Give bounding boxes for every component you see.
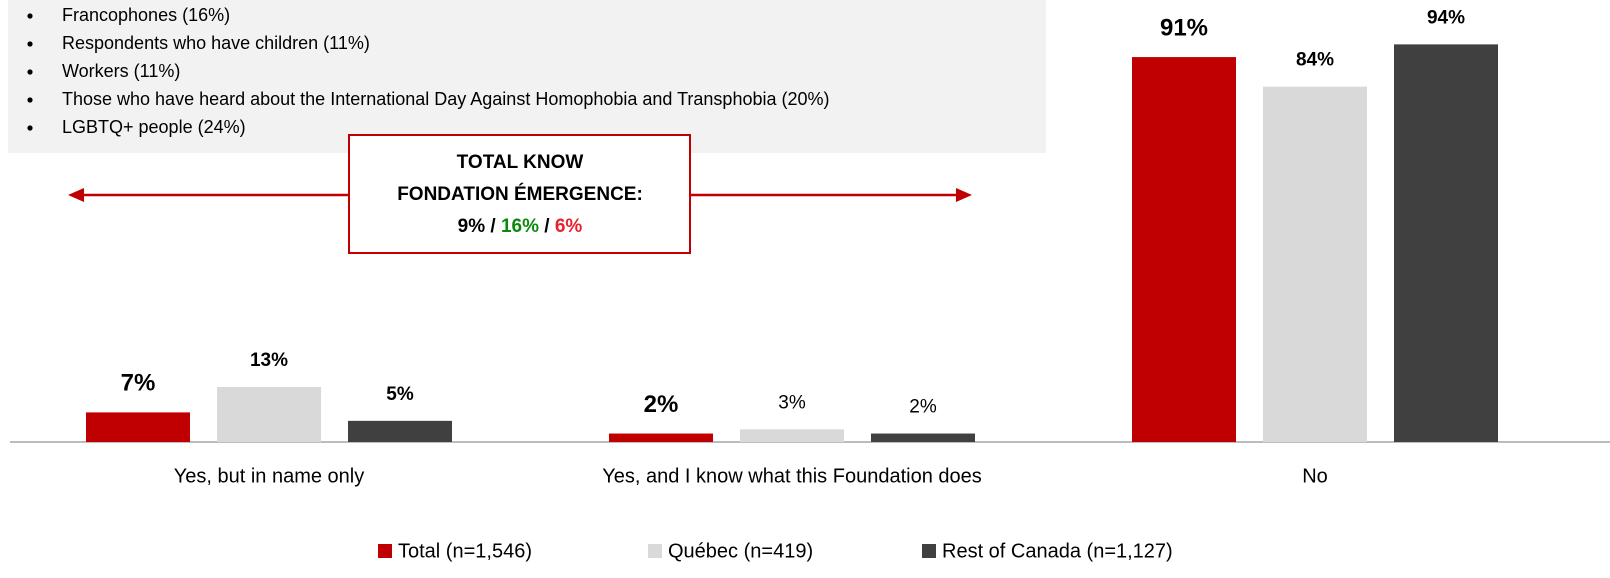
note: Workers (11%) xyxy=(62,61,180,81)
bullet xyxy=(27,97,33,103)
arrow-right-head xyxy=(956,188,972,202)
bar xyxy=(1132,57,1236,442)
bar xyxy=(348,420,452,442)
value-label: 91% xyxy=(1160,14,1208,41)
annotation-value: 16% xyxy=(501,216,539,237)
legend-swatch xyxy=(922,544,936,558)
x-tick-label: Yes, and I know what this Foundation doe… xyxy=(602,465,982,487)
bar xyxy=(86,412,190,442)
legend-label: Québec (n=419) xyxy=(668,540,813,562)
note: Those who have heard about the Internati… xyxy=(62,89,830,109)
value-label: 5% xyxy=(386,384,414,405)
annotation-value: 6% xyxy=(555,216,583,237)
value-label: 2% xyxy=(909,397,937,418)
legend-label: Total (n=1,546) xyxy=(398,540,532,562)
value-label: 7% xyxy=(121,370,156,397)
annotation-box xyxy=(348,134,691,254)
note: Respondents who have children (11%) xyxy=(62,33,370,53)
value-label: 3% xyxy=(778,392,806,413)
notes-box xyxy=(8,0,1046,153)
value-label: 94% xyxy=(1427,7,1465,28)
value-label: 2% xyxy=(644,391,679,418)
annotation-separator: / xyxy=(544,216,550,237)
value-label: 84% xyxy=(1296,50,1334,71)
x-tick-label: Yes, but in name only xyxy=(174,465,365,487)
bar xyxy=(871,433,975,442)
bullet xyxy=(27,125,33,131)
note: LGBTQ+ people (24%) xyxy=(62,117,246,137)
bar xyxy=(609,433,713,442)
bullet xyxy=(27,13,33,19)
arrow-left-head xyxy=(68,188,84,202)
annotation-separator: / xyxy=(490,216,496,237)
value-label: 13% xyxy=(250,350,288,371)
legend-label: Rest of Canada (n=1,127) xyxy=(942,540,1173,562)
note: Francophones (16%) xyxy=(62,5,230,25)
bar xyxy=(217,387,321,442)
x-tick-label: No xyxy=(1302,465,1328,487)
annotation-values: 9% / 16% / 6% xyxy=(458,216,583,237)
annotation-value: 9% xyxy=(458,216,486,237)
legend-swatch xyxy=(648,544,662,558)
bullet xyxy=(27,41,33,47)
bullet xyxy=(27,69,33,75)
annotation-line: TOTAL KNOW xyxy=(457,152,584,173)
annotation-line: FONDATION ÉMERGENCE: xyxy=(397,183,643,205)
legend-swatch xyxy=(378,544,392,558)
bar xyxy=(1394,44,1498,442)
bar xyxy=(740,429,844,442)
bar xyxy=(1263,86,1367,443)
